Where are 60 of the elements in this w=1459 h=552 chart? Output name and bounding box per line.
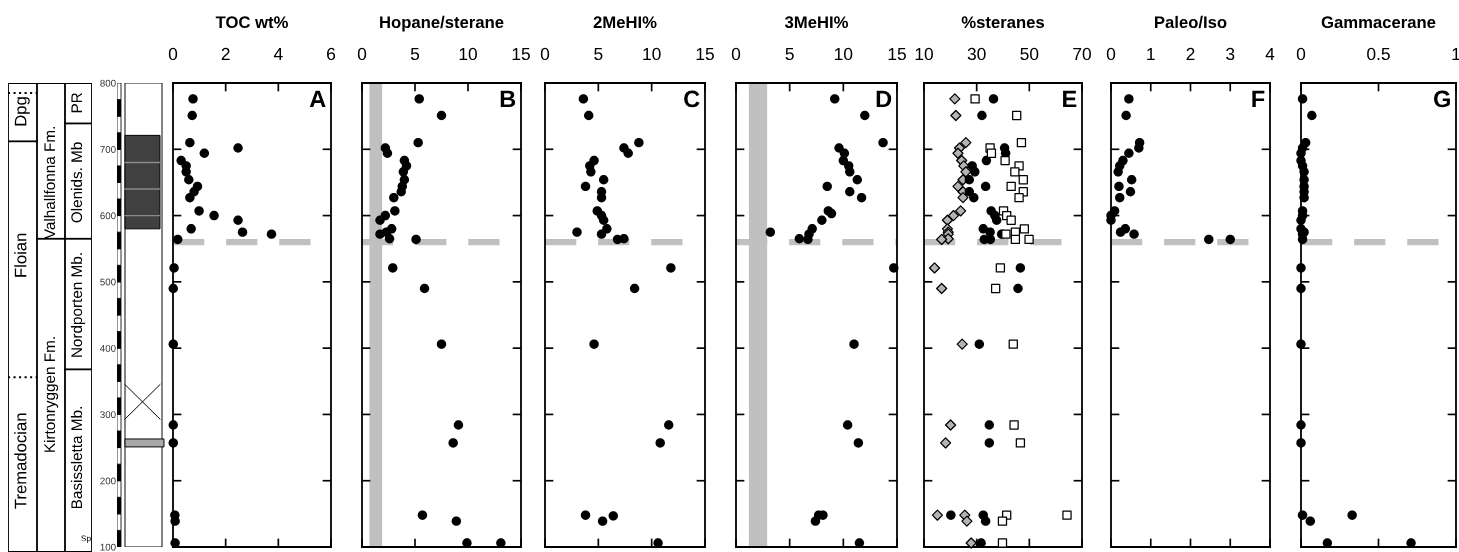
annotation: B [500,90,516,108]
annotation: D [876,90,892,108]
x-tick-label: 0 [357,47,367,61]
text: Valhallfonna Fm. [43,127,56,240]
text: Kirtonryggen Fm. [43,337,59,452]
x-tick-label: 0 [1106,47,1116,61]
text: Floian [14,233,27,277]
text: Olenids. Mb [70,142,83,223]
x-tick-label: 3 [1226,47,1235,61]
annotation: A [309,90,326,108]
x-tick-label: 10 [643,47,661,61]
text: Basissletta Mb. [70,407,83,509]
x-axis-title: 2MeHI% [593,16,657,29]
text: PR [71,92,82,113]
x-axis-title: Gammacerane [1321,16,1436,29]
x-tick-label: 1 [1452,48,1459,60]
y-tick-label: 400 [100,344,116,352]
x-axis-title: Paleo/Iso [1155,15,1227,29]
x-axis-title: 3MeHI% [784,16,849,29]
x-tick-label: 15 [888,48,906,61]
x-tick-label: 4 [273,48,283,60]
annotation: E [1063,90,1077,108]
x-tick-label: 0 [540,47,550,61]
x-tick-label: 30 [967,47,986,61]
y-tick-label: 300 [100,411,116,419]
x-tick-label: 0 [1296,47,1306,61]
x-tick-label: 15 [512,48,530,61]
y-tick-label: 500 [100,278,116,286]
x-tick-label: 0 [168,47,178,61]
text: Tremadocian [14,413,27,509]
x-tick-label: 4 [1265,48,1275,60]
y-tick-label: 600 [100,212,116,220]
x-tick-label: 15 [696,48,714,61]
x-tick-label: 1 [1147,48,1155,60]
x-tick-label: 10 [915,47,933,61]
y-tick-label: 700 [100,146,116,153]
text: Sp [81,535,91,543]
x-axis-title: TOC wt% [215,16,288,29]
x-tick-label: 0.5 [1367,47,1390,61]
x-tick-label: 10 [459,47,477,61]
x-tick-label: 10 [835,47,853,61]
x-tick-label: 50 [1020,47,1039,61]
x-tick-label: 5 [594,48,603,61]
annotation: G [1433,90,1450,108]
annotation: F [1252,90,1265,108]
y-tick-label: 100 [100,543,116,551]
x-tick-label: 70 [1073,47,1091,61]
x-axis-title: %steranes [961,16,1045,29]
y-tick-label: 800 [100,79,116,87]
x-tick-label: 5 [410,48,420,61]
x-axis-title: Hopane/sterane [380,15,504,32]
x-tick-label: 5 [785,48,794,61]
text: Nordporten Mb. [70,253,86,357]
text: Dpg [14,97,30,126]
y-tick-label: 200 [100,477,116,485]
x-tick-label: 0 [731,47,741,61]
x-tick-label: 6 [327,47,336,61]
x-tick-label: 2 [221,47,230,60]
annotation: C [684,90,700,108]
x-tick-label: 2 [1186,47,1195,60]
